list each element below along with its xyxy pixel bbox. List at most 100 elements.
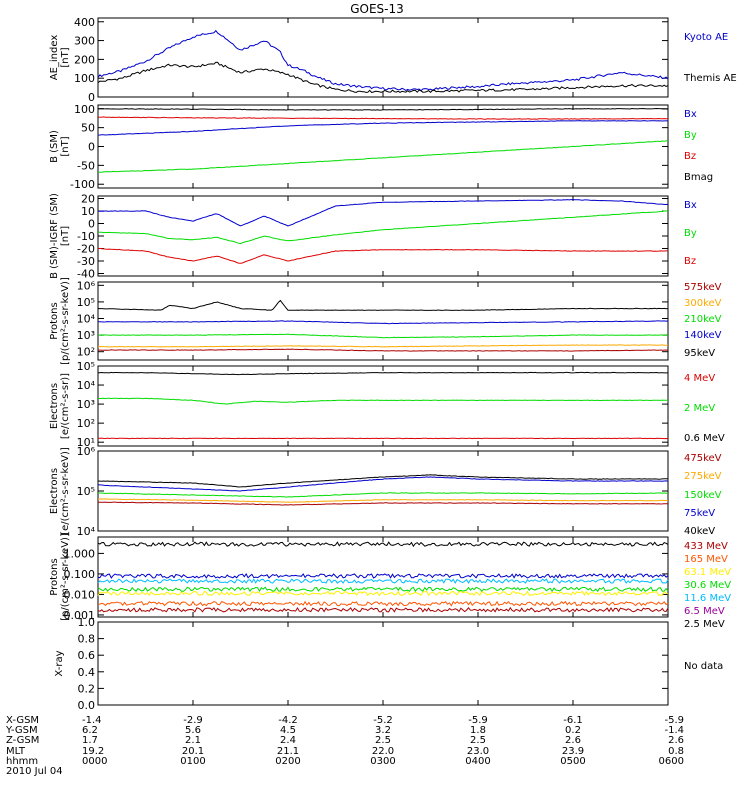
y-tick-label: 400 (74, 16, 95, 29)
legend-entry: 210keV (684, 314, 722, 325)
legend-entry: 75keV (684, 508, 715, 519)
series-line (97, 586, 669, 593)
series-line (98, 397, 669, 405)
legend-entry: Bmag (684, 172, 713, 183)
panel-frame (97, 17, 669, 98)
ephemeris-value: 6.2 (82, 725, 98, 736)
y-axis-label: [nT] (60, 226, 71, 246)
ephemeris-value: 5.6 (185, 725, 201, 736)
legend-entry: 140keV (684, 330, 722, 341)
y-axis-label: [nT] (60, 47, 71, 67)
series-line (97, 120, 669, 136)
ephemeris-value: -2.9 (183, 715, 203, 726)
legend-entry: By (684, 228, 697, 239)
y-axis-label: Electrons (49, 383, 60, 429)
y-tick-label: 10¹ (77, 436, 95, 449)
legend-entry: Bz (684, 256, 696, 267)
legend-entry: Bx (684, 109, 697, 120)
series-line (98, 348, 669, 352)
y-axis-label: X-ray (54, 650, 65, 676)
ephemeris-value: 21.1 (277, 746, 299, 757)
series-line (97, 600, 669, 607)
y-tick-label: -30 (77, 255, 95, 268)
legend-entry: By (684, 130, 697, 141)
series-line (97, 61, 669, 93)
ephemeris-value: 2.5 (470, 735, 486, 746)
ephemeris-value: -5.9 (664, 715, 684, 726)
ephemeris-value: 2.1 (185, 735, 201, 746)
y-tick-label: 0.010 (64, 588, 96, 601)
series-line (97, 606, 669, 613)
y-tick-label: 10³ (77, 398, 95, 411)
panel-frame (97, 195, 669, 277)
ephemeris-value: 1.8 (470, 725, 486, 736)
panel-3: 10² 10³ 10⁴ 10⁵ 10⁶ Protons [p/(cm²-s-sr-keV)]… (49, 277, 722, 365)
y-axis-label: Protons (49, 302, 60, 339)
ephemeris-value: -1.4 (82, 715, 102, 726)
legend-entry: 2 MeV (684, 403, 715, 414)
ephemeris-value: -1.4 (664, 725, 684, 736)
y-axis-label: [e/(cm²-s-sr)] (60, 373, 71, 439)
series-line (98, 320, 669, 325)
series-line (97, 29, 669, 92)
panel-4: 10¹ 10² 10³ 10⁴ 10⁵ Electrons [e/(cm²-s-sr)] 4 … (49, 360, 725, 449)
figure-title: GOES-13 (350, 2, 404, 16)
y-tick-label: 50 (81, 122, 95, 135)
ephemeris-value: 2.4 (280, 735, 296, 746)
y-tick-label: 0.4 (78, 666, 96, 679)
y-tick-label: 0.8 (78, 633, 96, 646)
legend-entry: 300keV (684, 298, 722, 309)
legend-entry: 2.5 MeV (684, 619, 725, 630)
y-tick-label: 0.100 (64, 568, 96, 581)
series-line (97, 498, 669, 503)
series-line (97, 476, 669, 492)
series-line (97, 199, 669, 227)
legend-entry: 275keV (684, 471, 722, 482)
legend-entry: 30.6 MeV (684, 580, 731, 591)
panel-1: -100 -50 0 50 100 B (SM) [nT] Bx By Bz Bmag (49, 103, 713, 191)
legend-entry: 150keV (684, 490, 722, 501)
ephemeris-value: 0400 (465, 756, 490, 767)
y-tick-label: 10⁴ (77, 379, 96, 392)
y-tick-label: 0 (88, 91, 95, 104)
legend-entry: Bz (684, 151, 696, 162)
ephemeris-value: 2.6 (668, 735, 684, 746)
ephemeris-value: -5.9 (468, 715, 488, 726)
ephemeris-row-label: Y-GSM (5, 725, 38, 736)
ephemeris-value: 2.5 (375, 735, 391, 746)
series-line (97, 578, 669, 585)
y-tick-label: 1.0 (78, 616, 96, 629)
legend-entry: Bx (684, 200, 697, 211)
legend-entry: 0.6 MeV (684, 433, 725, 444)
series-line (97, 573, 669, 579)
y-tick-label: 10 (81, 205, 95, 218)
y-tick-label: 0.6 (78, 649, 96, 662)
y-tick-label: 10⁵ (77, 296, 95, 309)
legend-entry: 95keV (684, 348, 715, 359)
panel-7: 0.0 0.2 0.4 0.6 0.8 1.0 X-ray No data (54, 616, 723, 712)
ephemeris-value: 3.2 (375, 725, 391, 736)
y-axis-label: [p/(cm²-s-sr-keV)] (60, 533, 71, 621)
series-line (98, 371, 668, 376)
legend-entry: Themis AE (683, 73, 737, 84)
legend-entry: 40keV (684, 526, 715, 537)
series-line (97, 299, 669, 311)
ephemeris-value: 0000 (82, 756, 107, 767)
y-tick-label: 0 (88, 141, 95, 154)
ephemeris-value: 0600 (659, 756, 684, 767)
y-axis-label: [nT] (60, 136, 71, 156)
y-tick-label: 10⁴ (77, 313, 96, 326)
ephemeris-value: -4.2 (278, 715, 298, 726)
ephemeris-value: 23.0 (467, 746, 489, 757)
y-tick-label: -100 (70, 178, 95, 191)
y-tick-label: -40 (77, 268, 95, 281)
panel-frame (97, 536, 669, 618)
series-line (97, 116, 668, 120)
legend-entry: 6.5 MeV (684, 606, 725, 617)
ephemeris-row-label: hhmm (6, 756, 38, 767)
ephemeris-value: -5.2 (373, 715, 393, 726)
y-axis-label: B (SM) (49, 130, 60, 163)
y-tick-label: 0.2 (78, 682, 96, 695)
legend-entry: 11.6 MeV (684, 593, 731, 604)
